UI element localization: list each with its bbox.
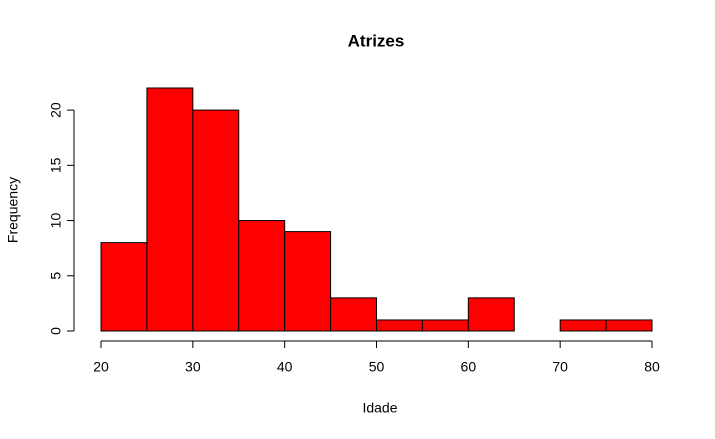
x-axis-label: Idade xyxy=(362,400,397,416)
y-tick-label: 15 xyxy=(48,157,64,173)
x-tick-label: 20 xyxy=(93,359,109,375)
bar xyxy=(146,87,194,332)
x-tick-label: 60 xyxy=(461,359,477,375)
x-tick-label: 80 xyxy=(644,359,660,375)
y-tick-label: 10 xyxy=(48,213,64,229)
bar xyxy=(376,319,423,332)
x-tick-label: 30 xyxy=(185,359,201,375)
x-tick-label: 40 xyxy=(277,359,293,375)
bar xyxy=(559,319,607,332)
bar xyxy=(100,242,148,332)
bar xyxy=(238,220,286,332)
bar xyxy=(192,109,240,332)
y-tick-label: 0 xyxy=(48,327,64,335)
bar xyxy=(605,319,653,332)
y-axis-label: Frequency xyxy=(5,177,21,243)
chart-title: Atrizes xyxy=(348,31,405,50)
bar xyxy=(284,231,332,332)
bar xyxy=(330,297,378,332)
x-tick-label: 50 xyxy=(369,359,385,375)
y-tick-label: 20 xyxy=(48,102,64,118)
bar xyxy=(421,319,469,332)
y-tick-label: 5 xyxy=(48,272,64,280)
x-tick-label: 70 xyxy=(552,359,568,375)
bar xyxy=(467,297,515,332)
